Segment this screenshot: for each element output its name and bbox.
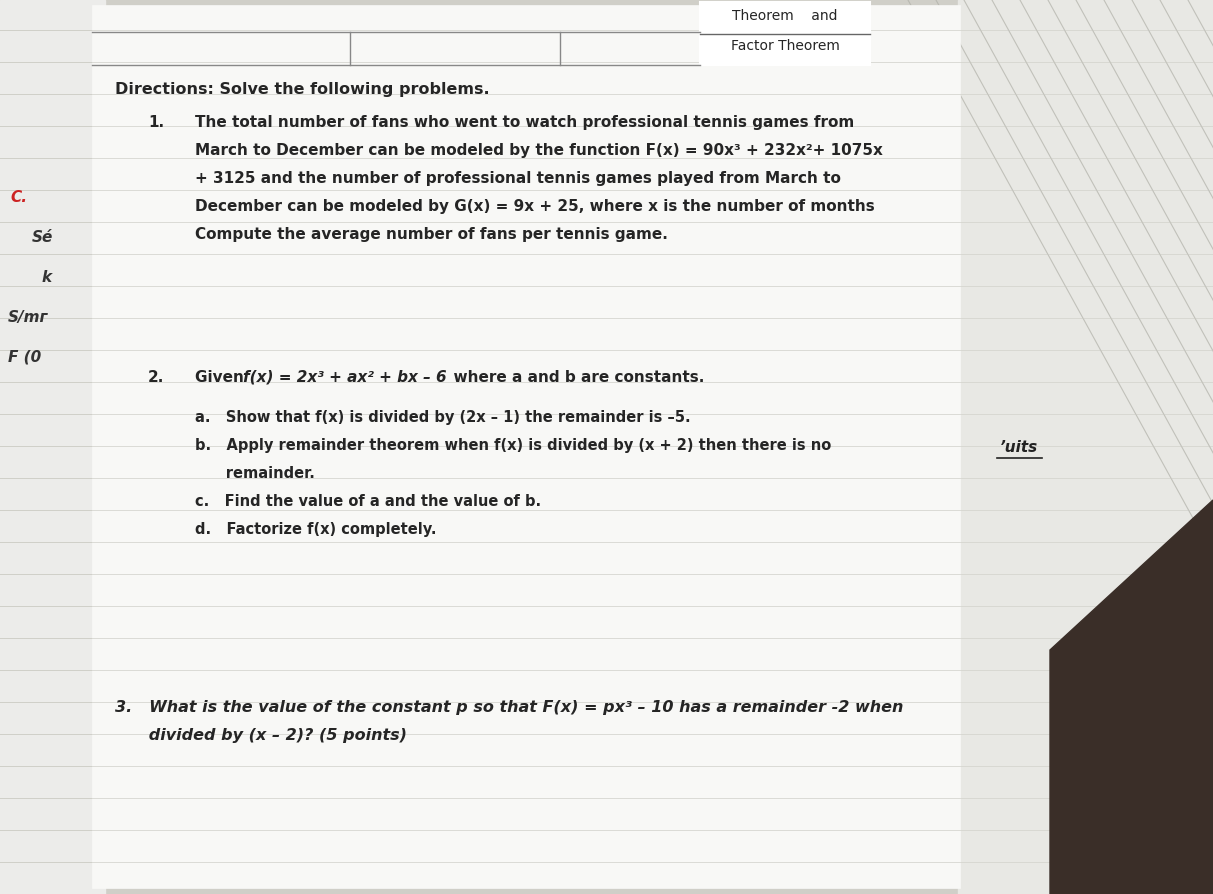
Text: The total number of fans who went to watch professional tennis games from: The total number of fans who went to wat… <box>195 115 854 130</box>
Text: March to December can be modeled by the function F(x) = 90x³ + 232x²+ 1075x: March to December can be modeled by the … <box>195 143 883 158</box>
Text: Compute the average number of fans per tennis game.: Compute the average number of fans per t… <box>195 227 668 242</box>
Text: Directions: Solve the following problems.: Directions: Solve the following problems… <box>115 82 490 97</box>
Text: 3.   What is the value of the constant p so that F(x) = px³ – 10 has a remainder: 3. What is the value of the constant p s… <box>115 700 904 715</box>
Text: d.   Factorize f(x) completely.: d. Factorize f(x) completely. <box>195 522 437 537</box>
Text: b.   Apply remainder theorem when f(x) is divided by (x + 2) then there is no: b. Apply remainder theorem when f(x) is … <box>195 438 831 453</box>
Text: a.   Show that f(x) is divided by (2x – 1) the remainder is –5.: a. Show that f(x) is divided by (2x – 1)… <box>195 410 690 425</box>
Text: December can be modeled by G(x) = 9x + 25, where x is the number of months: December can be modeled by G(x) = 9x + 2… <box>195 199 875 214</box>
Text: c.   Find the value of a and the value of b.: c. Find the value of a and the value of … <box>195 494 541 509</box>
Text: + 3125 and the number of professional tennis games played from March to: + 3125 and the number of professional te… <box>195 171 841 186</box>
Text: k: k <box>42 270 52 285</box>
Bar <box>700 2 870 65</box>
Text: C.: C. <box>10 190 27 205</box>
Text: Theorem    and: Theorem and <box>733 9 838 23</box>
Text: F (0: F (0 <box>8 350 41 365</box>
Bar <box>92 5 959 888</box>
Text: 1.: 1. <box>148 115 164 130</box>
Text: remainder.: remainder. <box>195 466 315 481</box>
Text: divided by (x – 2)? (5 points): divided by (x – 2)? (5 points) <box>115 728 408 743</box>
Polygon shape <box>1050 500 1213 894</box>
Text: 2.: 2. <box>148 370 165 385</box>
Text: Sé: Sé <box>32 230 53 245</box>
Bar <box>958 0 1213 894</box>
Text: Factor Theorem: Factor Theorem <box>730 39 839 53</box>
Text: Given: Given <box>195 370 249 385</box>
Text: ʼuits: ʼuits <box>1000 440 1038 455</box>
Bar <box>0 0 106 894</box>
Text: f(x) = 2x³ + ax² + bx – 6: f(x) = 2x³ + ax² + bx – 6 <box>243 370 446 385</box>
Text: where a and b are constants.: where a and b are constants. <box>443 370 705 385</box>
Text: S/mг: S/mг <box>8 310 49 325</box>
